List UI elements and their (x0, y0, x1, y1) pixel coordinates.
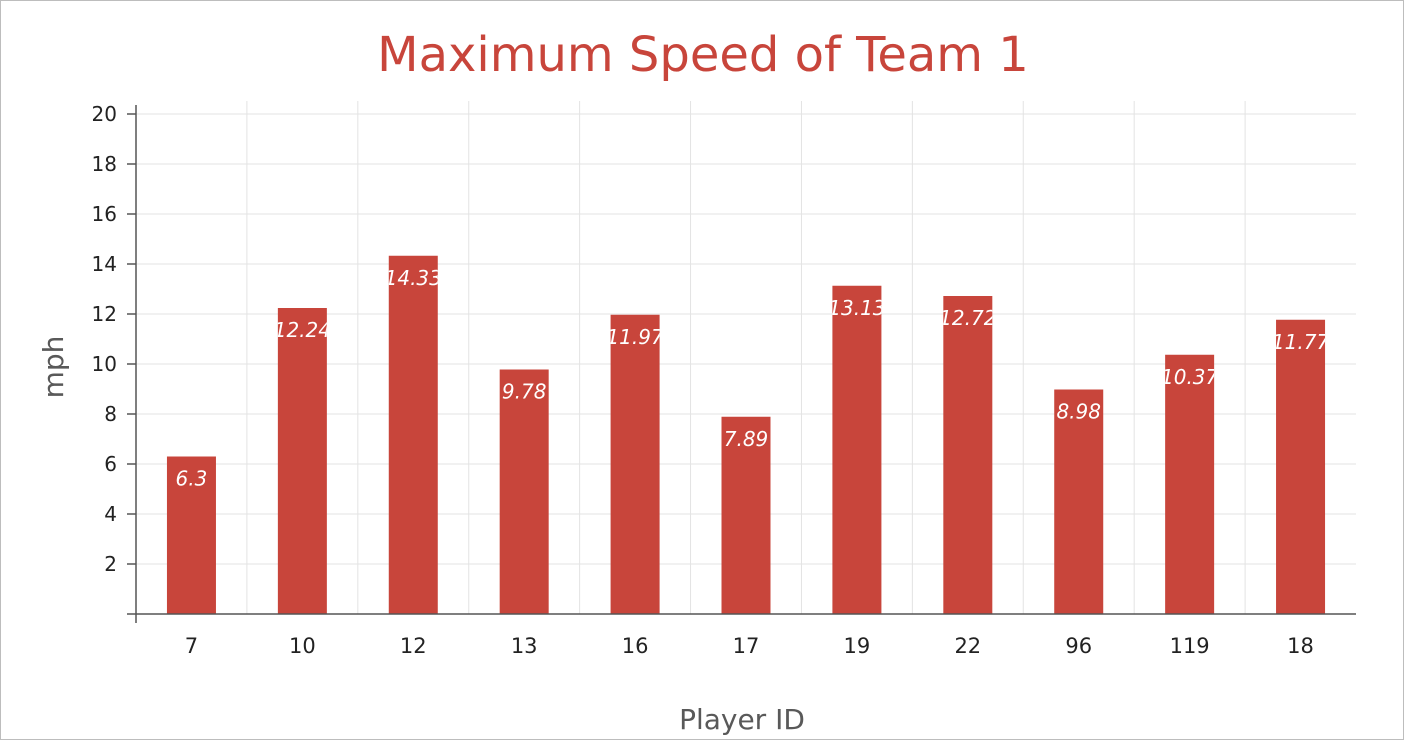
bar-13 (499, 369, 549, 614)
bar-19 (832, 285, 882, 614)
bar-119 (1165, 354, 1215, 614)
x-tick-label: 12 (400, 634, 427, 658)
bar-18 (1276, 319, 1326, 614)
y-tick-label: 16 (92, 202, 117, 226)
data-label: 12.72 (939, 306, 996, 330)
y-tick-label: 10 (92, 352, 117, 376)
y-axis-title: mph (37, 336, 70, 399)
data-label: 12.24 (274, 318, 331, 342)
bar-17 (721, 416, 771, 614)
y-tick-label: 18 (92, 152, 117, 176)
data-label: 8.98 (1056, 400, 1101, 424)
data-label: 11.97 (606, 325, 664, 349)
data-label: 13.13 (828, 296, 885, 320)
y-tick-label: 2 (104, 552, 117, 576)
x-axis-title: Player ID (679, 703, 805, 736)
y-tick-label: 8 (104, 402, 117, 426)
y-tick-label: 12 (92, 302, 117, 326)
x-tick-label: 7 (185, 634, 198, 658)
x-tick-label: 17 (733, 634, 760, 658)
y-tick-label: 14 (92, 252, 117, 276)
x-tick-label: 19 (844, 634, 871, 658)
data-label: 14.33 (385, 266, 442, 290)
x-tick-label: 22 (954, 634, 981, 658)
bar-10 (277, 308, 327, 614)
chart-title: Maximum Speed of Team 1 (377, 27, 1029, 83)
data-label: 10.37 (1161, 365, 1219, 389)
data-label: 6.3 (176, 467, 208, 491)
data-label: 7.89 (724, 427, 769, 451)
bar-96 (1054, 389, 1104, 614)
data-label: 11.77 (1272, 330, 1330, 354)
bar-22 (943, 296, 993, 614)
x-tick-label: 16 (622, 634, 649, 658)
y-tick-label: 20 (92, 102, 117, 126)
x-tick-label: 96 (1065, 634, 1092, 658)
x-tick-label: 13 (511, 634, 538, 658)
y-tick-label: 4 (104, 502, 117, 526)
bar-12 (388, 255, 438, 614)
bar-16 (610, 314, 660, 614)
x-tick-label: 10 (289, 634, 316, 658)
data-label: 9.78 (502, 380, 547, 404)
y-tick-label: 6 (104, 452, 117, 476)
x-tick-label: 18 (1287, 634, 1314, 658)
bar-7 (166, 456, 216, 614)
x-tick-label: 119 (1170, 634, 1210, 658)
